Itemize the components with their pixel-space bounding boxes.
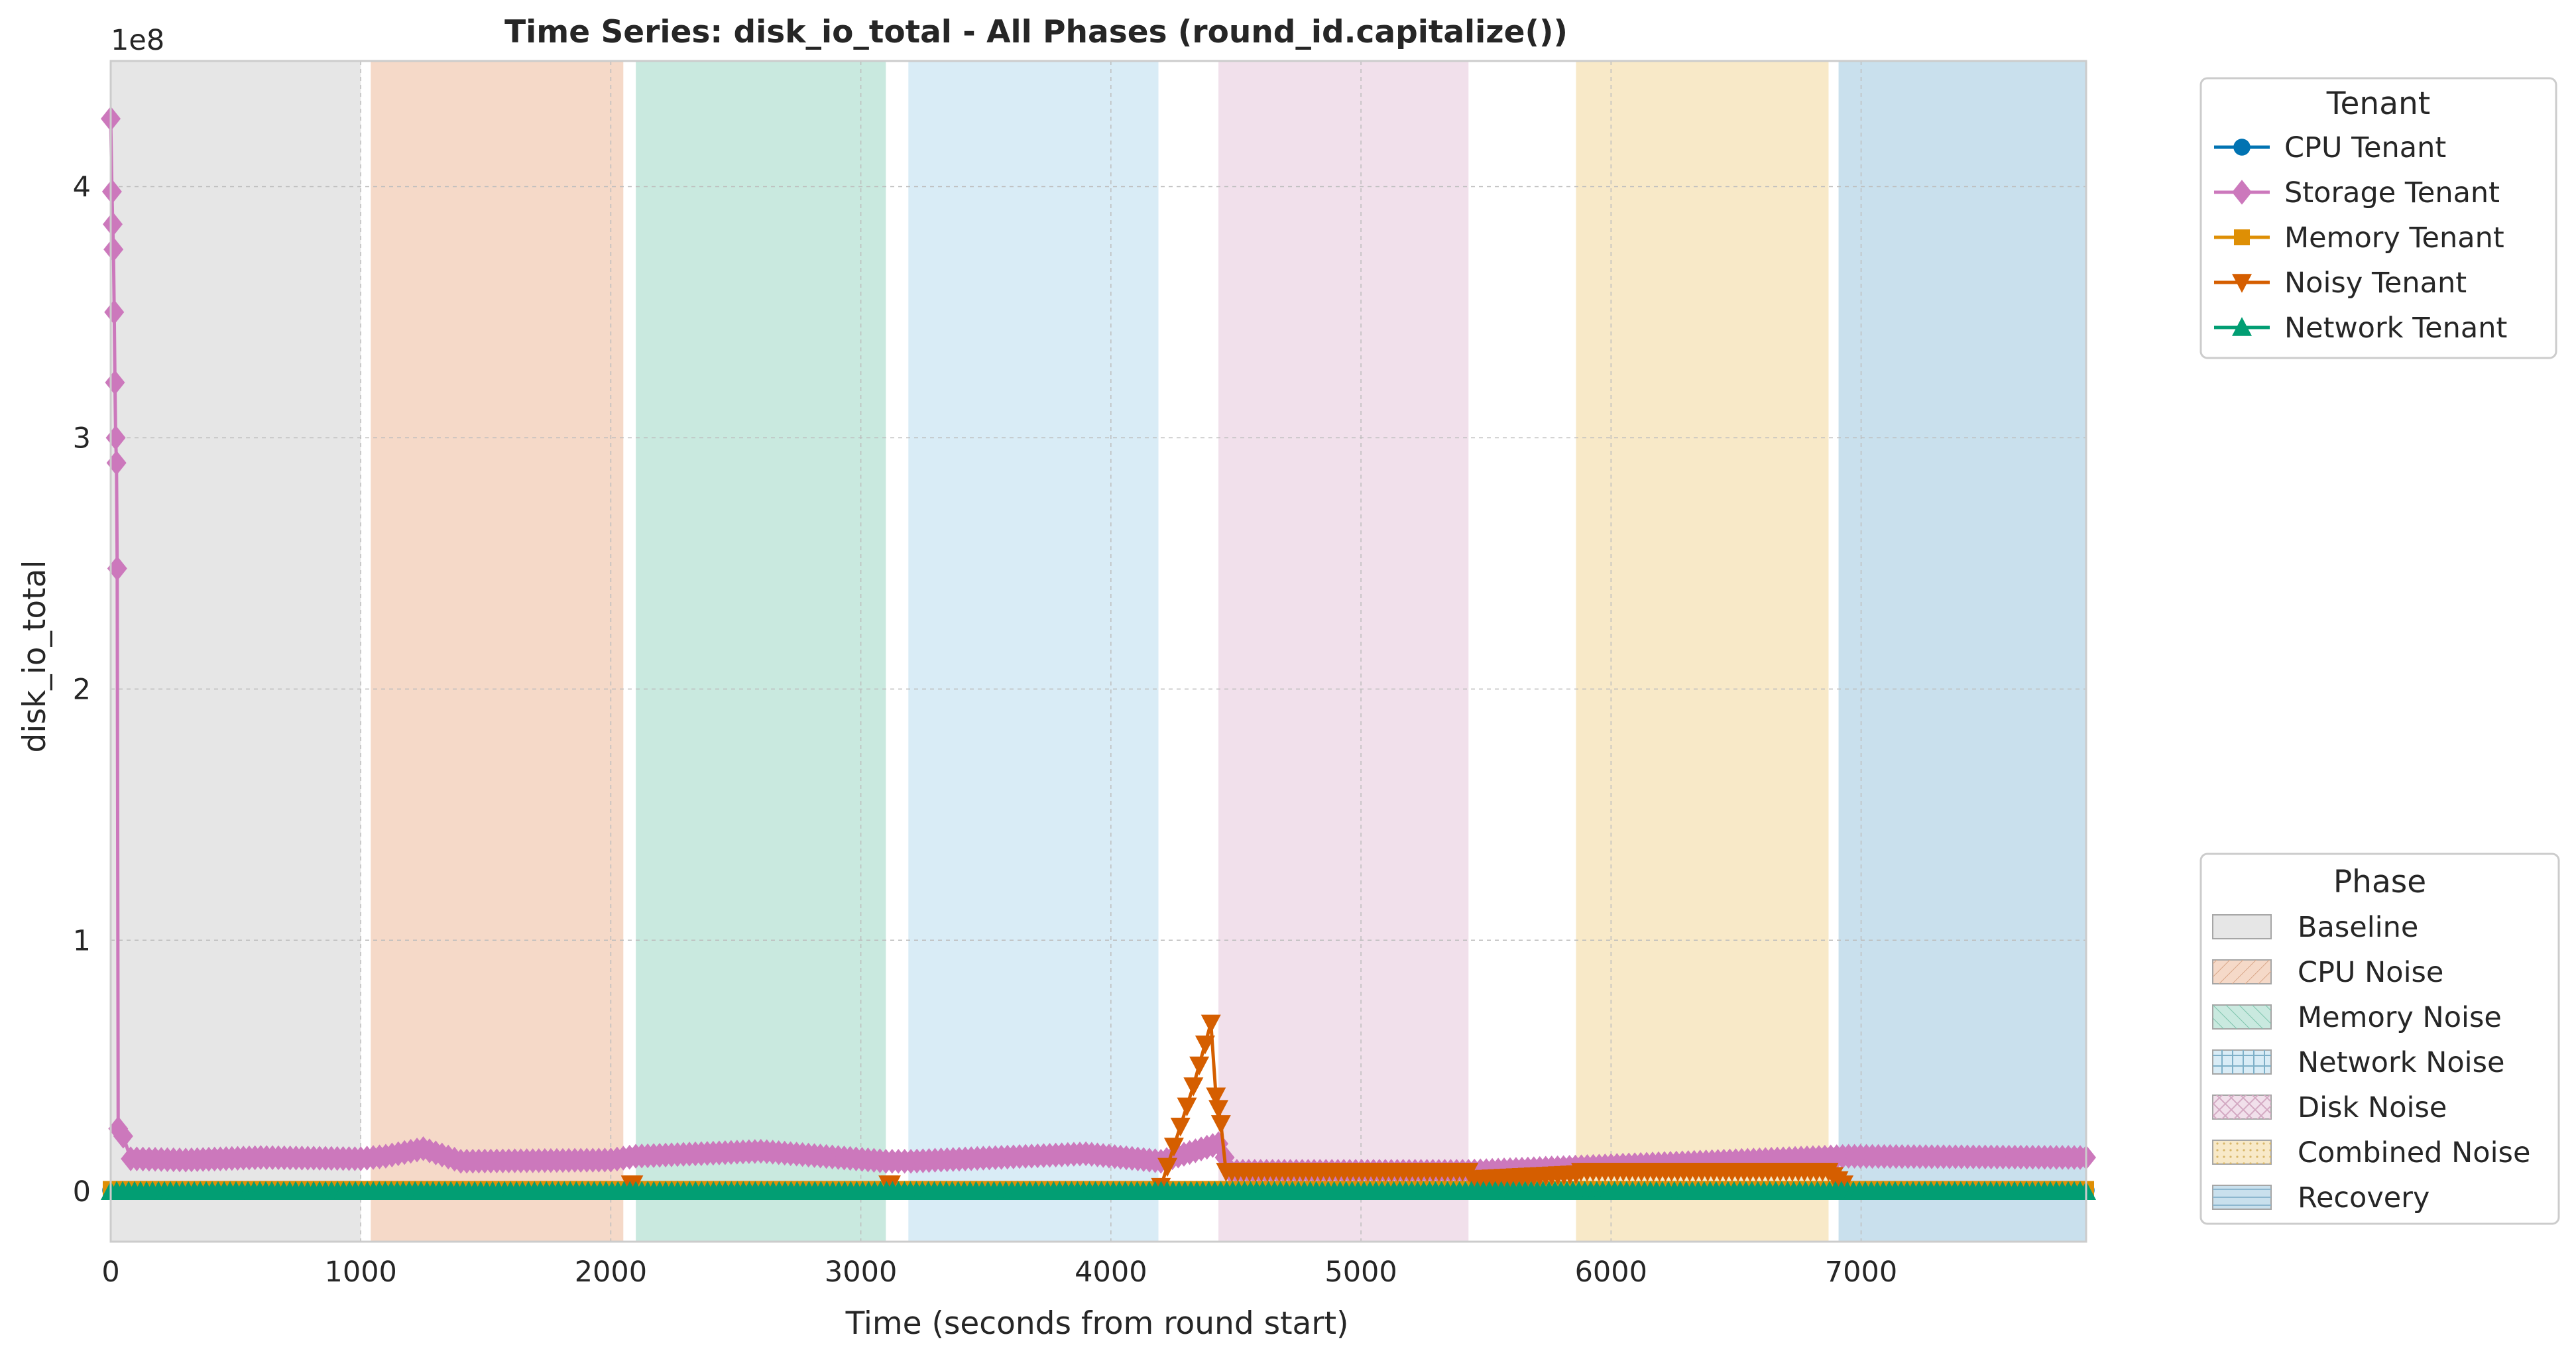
series-marker-storage-tenant	[107, 556, 127, 581]
y-tick-label: 1	[73, 924, 91, 957]
x-tick-label: 6000	[1575, 1256, 1647, 1289]
phase-band-disk-noise	[1218, 61, 1469, 1242]
legend-item-storage-tenant: Storage Tenant	[2214, 176, 2500, 209]
legend-swatch-hatch	[2213, 1140, 2271, 1164]
chart-title: Time Series: disk_io_total - All Phases …	[504, 14, 1568, 50]
series-marker-noisy-tenant	[1200, 1014, 1221, 1034]
phase-legend: Phase Baseline CPU Noise Memory Noise Netwo…	[2199, 853, 2560, 1225]
legend-label: Noisy Tenant	[2284, 266, 2467, 300]
series-marker-noisy-tenant	[1208, 1100, 1229, 1119]
legend-label: Network Tenant	[2284, 312, 2507, 345]
legend-label: Baseline	[2298, 911, 2418, 944]
x-tick-label: 3000	[825, 1256, 897, 1289]
series-marker-noisy-tenant	[623, 1175, 644, 1195]
y-axis-label: disk_io_total	[17, 560, 53, 753]
series-marker-noisy-tenant	[1206, 1087, 1226, 1106]
legend-swatch-hatch	[2213, 1005, 2271, 1029]
legend-label: Recovery	[2298, 1181, 2430, 1214]
legend-item-network-noise: Network Noise	[2212, 1046, 2505, 1079]
legend-item-disk-noise: Disk Noise	[2212, 1091, 2447, 1124]
plot-area-frame	[109, 60, 2087, 1243]
phase-legend-title: Phase	[2333, 864, 2426, 900]
legend-item-network-tenant: Network Tenant	[2214, 312, 2507, 345]
phase-band-baseline	[111, 61, 361, 1242]
series-marker-noisy-tenant	[1177, 1097, 1197, 1117]
legend-marker-memory-tenant	[2234, 229, 2250, 245]
legend-swatch-hatch	[2213, 960, 2271, 984]
legend-marker-cpu-tenant	[2233, 139, 2251, 156]
legend-label: Memory Tenant	[2284, 221, 2504, 255]
x-axis-label: Time (seconds from round start)	[845, 1305, 1349, 1342]
legend-label: CPU Tenant	[2284, 131, 2446, 164]
x-tick-label: 1000	[324, 1256, 396, 1289]
x-tick-label: 7000	[1825, 1256, 1897, 1289]
x-tick-label: 2000	[575, 1256, 647, 1289]
legend-swatch-hatch	[2213, 1185, 2271, 1209]
legend-label: Combined Noise	[2298, 1136, 2530, 1169]
tenant-legend-box	[2199, 77, 2557, 359]
series-marker-noisy-tenant	[1834, 1175, 1854, 1195]
phase-legend-box	[2199, 853, 2560, 1225]
series-marker-noisy-tenant	[1157, 1157, 1178, 1177]
legend-label: Network Noise	[2298, 1046, 2505, 1079]
series-marker-storage-tenant	[103, 211, 123, 237]
legend-marker-noisy-tenant	[2232, 274, 2252, 293]
x-tick-label: 4000	[1075, 1256, 1147, 1289]
legend-swatch-hatch	[2213, 1050, 2271, 1074]
legend-label: Disk Noise	[2298, 1091, 2447, 1124]
tenant-legend-title: Tenant	[2326, 86, 2430, 122]
legend-item-baseline: Baseline	[2212, 911, 2418, 944]
legend-swatch	[2212, 914, 2272, 939]
y-tick-label: 3	[73, 422, 91, 455]
series-marker-storage-tenant	[103, 237, 124, 262]
legend-item-cpu-tenant: CPU Tenant	[2214, 131, 2446, 164]
y-tick-label: 2	[73, 673, 91, 706]
legend-item-cpu-noise: CPU Noise	[2212, 956, 2443, 989]
series-marker-noisy-tenant	[1183, 1077, 1204, 1096]
x-tick-label: 5000	[1324, 1256, 1397, 1289]
series-marker-noisy-tenant	[1189, 1056, 1210, 1076]
phase-band-cpu-noise	[371, 61, 624, 1242]
x-tick-label: 0	[101, 1256, 119, 1289]
legend-item-recovery: Recovery	[2212, 1181, 2430, 1214]
legend-swatch-hatch	[2213, 1095, 2271, 1119]
series-marker-noisy-tenant	[1163, 1138, 1184, 1157]
series-marker-storage-tenant	[101, 179, 122, 204]
legend-label: Memory Noise	[2298, 1001, 2502, 1034]
phase-band-network-noise	[908, 61, 1159, 1242]
series-marker-storage-tenant	[104, 300, 125, 325]
legend-item-memory-tenant: Memory Tenant	[2214, 221, 2504, 255]
series-marker-noisy-tenant	[1195, 1036, 1215, 1055]
legend-label: CPU Noise	[2298, 956, 2443, 989]
series-network-tenant	[101, 1181, 2096, 1200]
y-offset-text: 1e8	[111, 24, 164, 57]
phase-band-memory-noise	[636, 61, 886, 1242]
legend-item-noisy-tenant: Noisy Tenant	[2214, 266, 2467, 300]
phase-band-recovery	[1838, 61, 2086, 1242]
legend-item-combined-noise: Combined Noise	[2212, 1136, 2530, 1169]
y-tick-label: 4	[73, 170, 91, 204]
legend-label: Storage Tenant	[2284, 176, 2500, 209]
tenant-legend: Tenant CPU Tenant Storage Tenant Memory Te…	[2199, 77, 2557, 359]
legend-item-memory-noise: Memory Noise	[2212, 1001, 2502, 1034]
legend-marker-network-tenant	[2232, 317, 2252, 336]
series-marker-storage-tenant	[113, 1124, 133, 1149]
series-marker-noisy-tenant	[1210, 1115, 1231, 1134]
legend-marker-storage-tenant	[2232, 180, 2252, 205]
y-tick-label: 0	[73, 1175, 91, 1209]
phase-band-combined-noise	[1576, 61, 1829, 1242]
series-marker-noisy-tenant	[1170, 1117, 1191, 1137]
series-noisy-tenant	[620, 1014, 1854, 1197]
